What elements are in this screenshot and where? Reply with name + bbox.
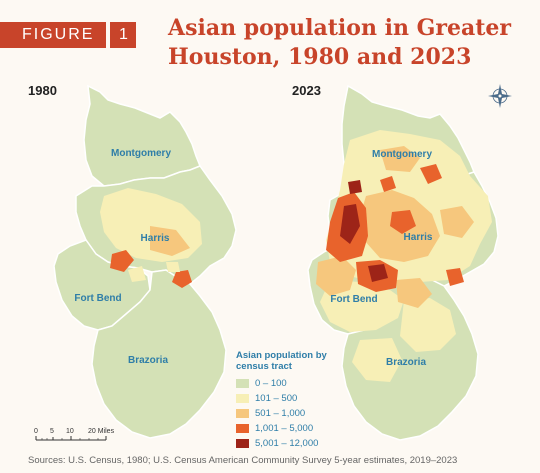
figure-word: FIGURE	[0, 22, 107, 48]
legend-swatch	[236, 409, 249, 418]
county-label-montgomery-2023: Montgomery	[372, 149, 432, 160]
map-2023	[307, 84, 499, 441]
legend-label: 0 – 100	[255, 378, 287, 389]
tract-cluster-2023	[320, 280, 404, 332]
county-label-fort-bend-2023: Fort Bend	[330, 294, 377, 305]
scale-tick-10: 10	[66, 428, 74, 435]
legend-title: Asian population by census tract	[236, 350, 327, 372]
legend-swatch	[236, 379, 249, 388]
tract-cluster-1980	[172, 270, 192, 288]
legend-label: 501 – 1,000	[255, 408, 306, 419]
tract-cluster-1980	[128, 266, 146, 282]
tract-cluster-1980	[110, 250, 134, 272]
tract-cluster-2023	[420, 164, 442, 184]
county-label-montgomery-1980: Montgomery	[111, 148, 171, 159]
tract-cluster-2023	[440, 206, 474, 238]
county-label-fort-bend-1980: Fort Bend	[74, 293, 121, 304]
legend-swatch	[236, 424, 249, 433]
tract-cluster-2023	[352, 338, 402, 382]
county-label-harris-1980: Harris	[141, 233, 170, 244]
tract-cluster-2023	[380, 176, 396, 192]
tract-cluster-2023	[348, 180, 362, 194]
map-year-2023: 2023	[292, 83, 321, 98]
map-year-1980: 1980	[28, 83, 57, 98]
legend-swatch	[236, 394, 249, 403]
tract-cluster-2023	[446, 268, 464, 286]
source-note: Sources: U.S. Census, 1980; U.S. Census …	[28, 455, 458, 466]
legend-item: 1,001 – 5,000	[236, 421, 346, 436]
tract-cluster-1980	[150, 226, 190, 256]
tract-cluster-2023	[400, 298, 456, 352]
legend-item: 101 – 500	[236, 391, 346, 406]
compass-rose-icon	[488, 84, 512, 108]
legend-item: 5,001 – 12,000	[236, 436, 346, 451]
county-label-brazoria-2023: Brazoria	[386, 357, 426, 368]
scale-tick-20: 20 Miles	[88, 428, 115, 435]
legend-item: 501 – 1,000	[236, 406, 346, 421]
legend-swatch	[236, 439, 249, 448]
legend-item: 0 – 100	[236, 376, 346, 391]
figure-number: 1	[110, 22, 137, 48]
figure-title: Asian population in Greater Houston, 198…	[168, 15, 512, 70]
tract-cluster-2023	[340, 204, 360, 244]
map-1980	[53, 84, 237, 439]
county-label-brazoria-1980: Brazoria	[128, 355, 168, 366]
legend-label: 5,001 – 12,000	[255, 438, 319, 449]
tract-cluster-2023	[316, 256, 356, 296]
scale-bar	[35, 436, 107, 441]
tract-cluster-2023	[368, 264, 388, 282]
tract-cluster-2023	[396, 278, 432, 308]
county-label-harris-2023: Harris	[404, 232, 433, 243]
legend-label: 1,001 – 5,000	[255, 423, 314, 434]
tract-cluster-2023	[380, 146, 420, 172]
legend: Asian population by census tract 0 – 100…	[236, 350, 346, 451]
scale-tick-0: 0	[34, 428, 38, 435]
scale-tick-5: 5	[50, 428, 54, 435]
figure-label: FIGURE 1	[0, 22, 137, 48]
legend-label: 101 – 500	[255, 393, 298, 404]
tract-cluster-2023	[390, 210, 416, 234]
county-brazoria-1980	[91, 269, 227, 439]
tract-cluster-1980	[166, 262, 180, 272]
